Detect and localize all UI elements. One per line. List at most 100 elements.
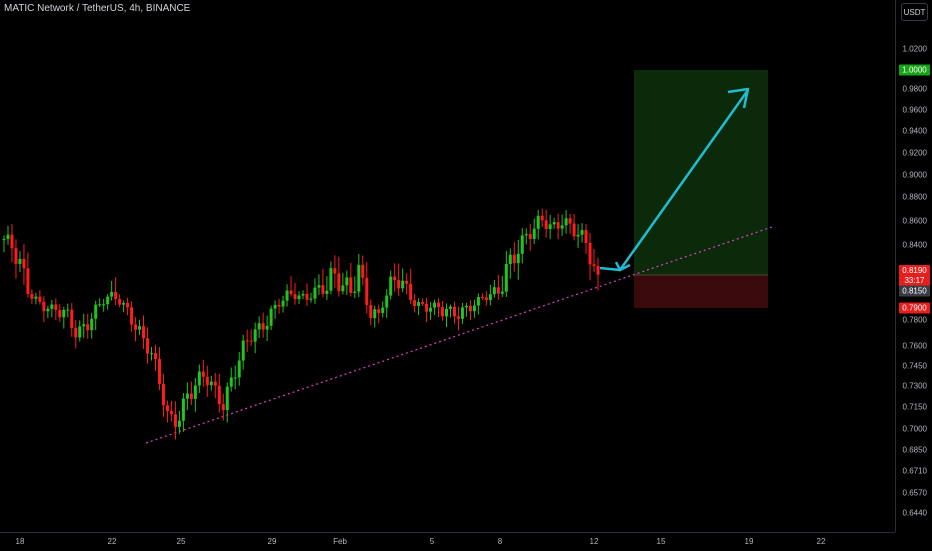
price-tick: 0.6570 [902, 488, 927, 498]
price-tick: 0.7000 [902, 424, 927, 434]
candle-body [209, 381, 213, 386]
chart-title: MATIC Network / TetherUS, 4h, BINANCE [4, 3, 191, 14]
candle-body [305, 293, 309, 300]
candle-body [169, 411, 173, 415]
candle-body [161, 383, 165, 406]
candle-body [568, 218, 572, 224]
candle-body [536, 215, 540, 229]
candle-body [572, 223, 576, 237]
currency-button[interactable]: USDT [901, 3, 928, 21]
price-tick: 0.7150 [902, 402, 927, 412]
price-tick: 0.9400 [902, 126, 927, 136]
candle-body [6, 234, 10, 239]
candle-body [277, 304, 281, 307]
candle-body [118, 299, 122, 305]
chart-plot-area[interactable] [0, 0, 895, 532]
time-tick: 5 [429, 537, 435, 546]
time-axis[interactable]: 18 22 25 29 Feb 5 8 12 15 19 22 [0, 532, 895, 551]
candles-group [2, 208, 600, 440]
candle-body [74, 327, 78, 338]
candle-body [10, 234, 14, 249]
candle-body [532, 228, 536, 239]
candle-body [325, 290, 329, 294]
candle-body [138, 326, 142, 330]
time-tick: 18 [15, 537, 25, 546]
candle-body [58, 310, 62, 318]
price-axis[interactable]: 1.0200 0.9800 0.9600 0.9400 0.9200 0.9000 0.88… [895, 0, 932, 532]
candle-body [153, 353, 157, 359]
candle-body [588, 242, 592, 265]
arrow-head [727, 87, 750, 109]
candle-body [126, 302, 130, 308]
candle-body [576, 234, 580, 237]
candle-body [313, 287, 317, 299]
candle-body [401, 280, 405, 289]
price-tick: 0.6710 [902, 466, 927, 476]
candle-body [14, 248, 18, 264]
position-zones [634, 70, 768, 308]
candle-body [134, 324, 138, 330]
candle-body [22, 258, 26, 269]
time-tick: Feb [333, 537, 347, 546]
candle-body [452, 306, 456, 317]
candle-body [289, 290, 293, 295]
time-tick: 8 [497, 537, 503, 546]
candle-body [413, 300, 417, 307]
candle-body [249, 340, 253, 342]
candle-body [205, 376, 209, 386]
candle-body [425, 303, 429, 312]
candle-countdown: 33:17 [904, 276, 925, 285]
price-tick: 0.9800 [902, 84, 927, 94]
candle-body [421, 302, 425, 304]
candle-body [468, 305, 472, 312]
stop-price-label: 0.7900 [899, 302, 930, 314]
candle-body [185, 393, 189, 399]
candle-body [445, 308, 449, 317]
stop-zone [634, 275, 768, 308]
candle-body [54, 304, 58, 311]
candle-body [552, 222, 556, 225]
current-price-value: 0.8190 [902, 266, 927, 275]
candle-body [173, 414, 177, 427]
candle-body [441, 307, 445, 317]
price-tick: 1.0200 [902, 44, 927, 54]
candle-body [217, 385, 221, 405]
candle-body [122, 302, 126, 305]
candle-body [265, 325, 269, 330]
candle-body [429, 307, 433, 312]
candle-body [556, 222, 560, 229]
candle-body [46, 308, 50, 312]
candle-body [433, 302, 437, 308]
trendline-group [145, 226, 773, 444]
candle-body [293, 294, 297, 300]
candle-body [480, 296, 484, 298]
candle-body [50, 304, 54, 309]
candle-body [261, 323, 265, 330]
candle-body [221, 404, 225, 411]
candle-body [285, 290, 289, 301]
time-tick: 22 [107, 537, 117, 546]
candle-body [26, 268, 30, 294]
candle-body [2, 239, 6, 240]
candle-body [30, 293, 34, 299]
candle-body [317, 285, 321, 288]
candle-body [146, 338, 150, 354]
candle-body [508, 254, 512, 264]
candle-body [492, 287, 496, 295]
candle-body [496, 287, 500, 294]
candle-body [114, 292, 118, 300]
candle-body [245, 340, 249, 342]
price-tick: 0.7450 [902, 361, 927, 371]
price-tick: 0.8600 [902, 216, 927, 226]
candle-body [472, 305, 476, 312]
candle-body [106, 296, 110, 305]
candle-body [273, 304, 277, 309]
candle-body [34, 296, 38, 299]
candle-body [488, 294, 492, 300]
candle-body [197, 371, 201, 386]
candle-body [540, 215, 544, 221]
candle-body [345, 277, 349, 286]
candle-body [130, 307, 134, 325]
candle-body [349, 277, 353, 293]
candle-body [150, 353, 154, 355]
